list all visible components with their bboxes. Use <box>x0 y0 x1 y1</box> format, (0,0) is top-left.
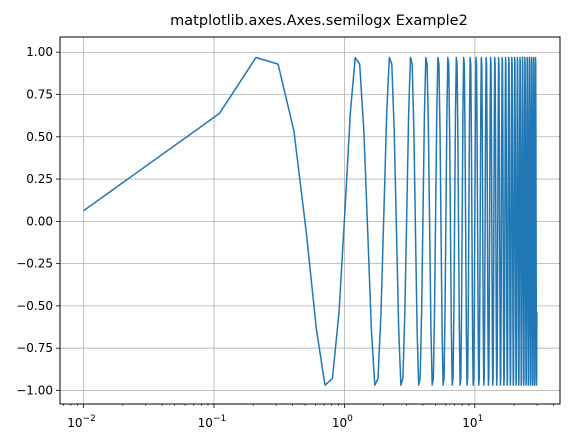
plot-frame <box>59 36 561 405</box>
y-tick-label: −0.25 <box>16 257 53 271</box>
y-tick-label: 0.50 <box>26 130 53 144</box>
minor-ticks <box>63 404 554 406</box>
x-tick-label: 100 <box>332 414 353 430</box>
y-tick-label: 1.00 <box>26 45 53 59</box>
y-tick-label: −0.75 <box>16 341 53 355</box>
y-tick-label: 0.75 <box>26 88 53 102</box>
chart-title: matplotlib.axes.Axes.semilogx Example2 <box>170 13 468 29</box>
x-tick-label: 101 <box>462 414 483 430</box>
y-tick-label: −1.00 <box>16 383 53 397</box>
grid <box>60 37 560 404</box>
tick-labels: 10−2 10−1 100 101 1.00 0.75 0.50 0.25 0.00 −0.25 −… <box>16 45 483 430</box>
x-tick-label: 10−1 <box>198 414 227 430</box>
y-tick-label: 0.25 <box>26 172 53 186</box>
series-line <box>83 56 538 386</box>
y-tick-label: 0.00 <box>26 214 53 228</box>
major-ticks <box>56 51 476 408</box>
y-tick-label: −0.50 <box>16 299 53 313</box>
x-tick-label: 10−2 <box>67 414 96 430</box>
series <box>83 56 538 386</box>
